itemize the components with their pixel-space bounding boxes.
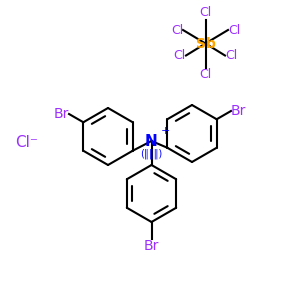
Text: Br: Br xyxy=(144,238,159,253)
Text: Br: Br xyxy=(231,104,246,118)
Text: Cl⁻: Cl⁻ xyxy=(16,135,38,150)
Text: Cl: Cl xyxy=(171,23,183,37)
Text: Sb: Sb xyxy=(196,37,215,50)
Text: Br: Br xyxy=(54,107,69,121)
Text: +: + xyxy=(161,126,170,136)
Text: (‖‖‖): (‖‖‖) xyxy=(140,148,163,159)
Text: Cl: Cl xyxy=(174,49,186,62)
Text: Cl: Cl xyxy=(225,49,237,62)
Text: Cl: Cl xyxy=(200,68,211,80)
Text: Cl: Cl xyxy=(200,7,211,20)
Text: N: N xyxy=(145,134,158,148)
Text: Cl: Cl xyxy=(228,23,240,37)
